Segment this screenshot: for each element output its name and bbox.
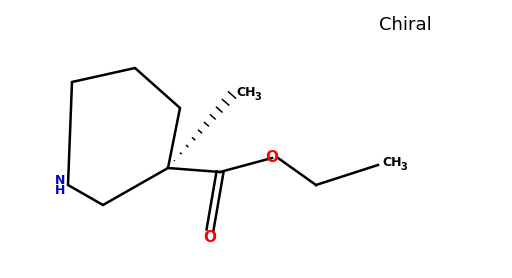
Text: H: H — [55, 183, 65, 197]
Text: N: N — [55, 173, 65, 187]
Text: 3: 3 — [254, 92, 261, 102]
Text: CH: CH — [382, 157, 401, 170]
Text: Chiral: Chiral — [379, 16, 432, 34]
Text: O: O — [203, 230, 217, 245]
Text: O: O — [266, 150, 279, 165]
Text: 3: 3 — [400, 162, 407, 172]
Text: CH: CH — [236, 86, 255, 100]
